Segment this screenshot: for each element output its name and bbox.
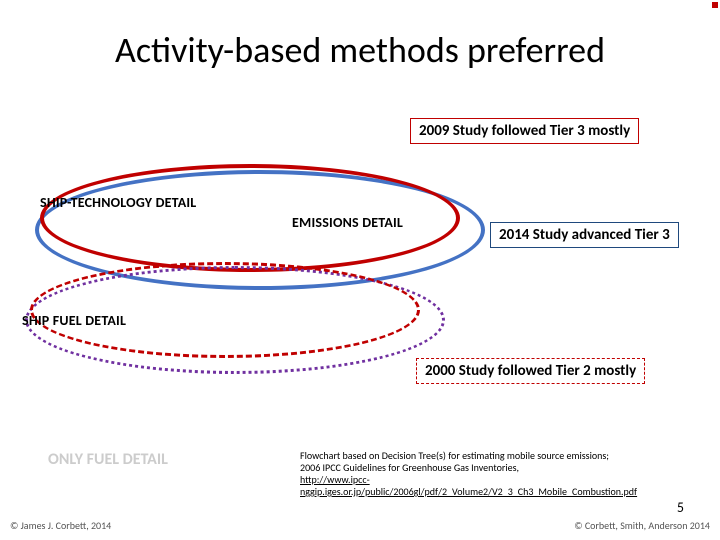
box-2014: 2014 Study advanced Tier 3 xyxy=(490,222,679,248)
source-caption: Flowchart based on Decision Tree(s) for … xyxy=(300,450,700,498)
corner-marker xyxy=(712,2,718,8)
caption-link[interactable]: http://www.ipcc-nggip.iges.or.jp/public/… xyxy=(300,473,637,498)
box-2009: 2009 Study followed Tier 3 mostly xyxy=(410,118,639,144)
label-ship-technology: SHIP-TECHNOLOGY DETAIL xyxy=(40,194,196,211)
footer-right: © Corbett, Smith, Anderson 2014 xyxy=(574,519,710,532)
page-number: 5 xyxy=(677,499,684,516)
box-2000: 2000 Study followed Tier 2 mostly xyxy=(416,358,645,384)
footer-left: © James J. Corbett, 2014 xyxy=(10,519,111,532)
ellipse-red-dashed xyxy=(30,262,420,358)
label-only-fuel: ONLY FUEL DETAIL xyxy=(48,450,168,469)
page-title: Activity-based methods preferred xyxy=(0,28,720,72)
label-ship-fuel: SHIP FUEL DETAIL xyxy=(22,312,126,329)
label-emissions: EMISSIONS DETAIL xyxy=(292,214,403,231)
